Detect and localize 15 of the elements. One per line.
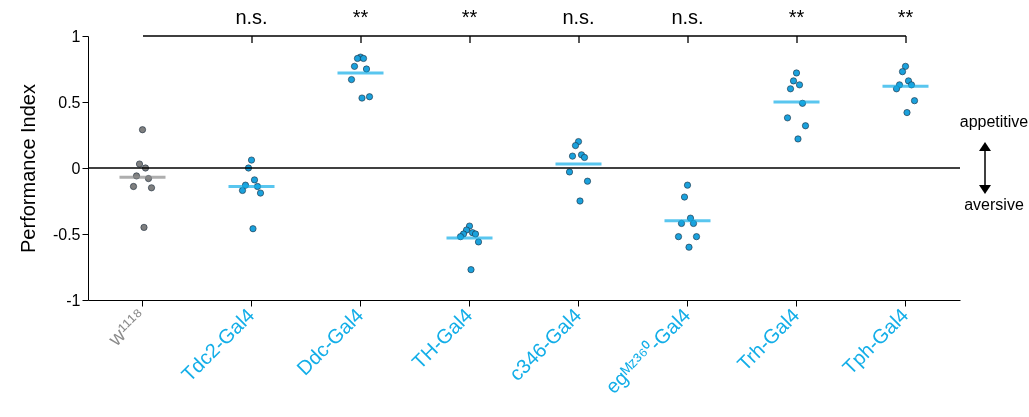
y-tick-label: 1: [71, 27, 81, 45]
annotation: **: [788, 6, 805, 28]
y-tick-label: -1: [66, 291, 81, 309]
y-tick-label: 0: [71, 159, 81, 177]
text: aversive: [964, 196, 1024, 213]
annotation: **: [352, 6, 369, 28]
y-tick-label: 0.5: [58, 93, 81, 111]
annotation: n.s.: [235, 6, 268, 28]
y-axis-title: Performance Index: [16, 84, 39, 253]
y-tick-label: -0.5: [52, 225, 81, 243]
annotation: n.s.: [671, 6, 704, 28]
annotation: n.s.: [562, 6, 595, 28]
annotation: **: [461, 6, 478, 28]
annotation: **: [897, 6, 914, 28]
annotation: appetitive: [959, 113, 1029, 130]
